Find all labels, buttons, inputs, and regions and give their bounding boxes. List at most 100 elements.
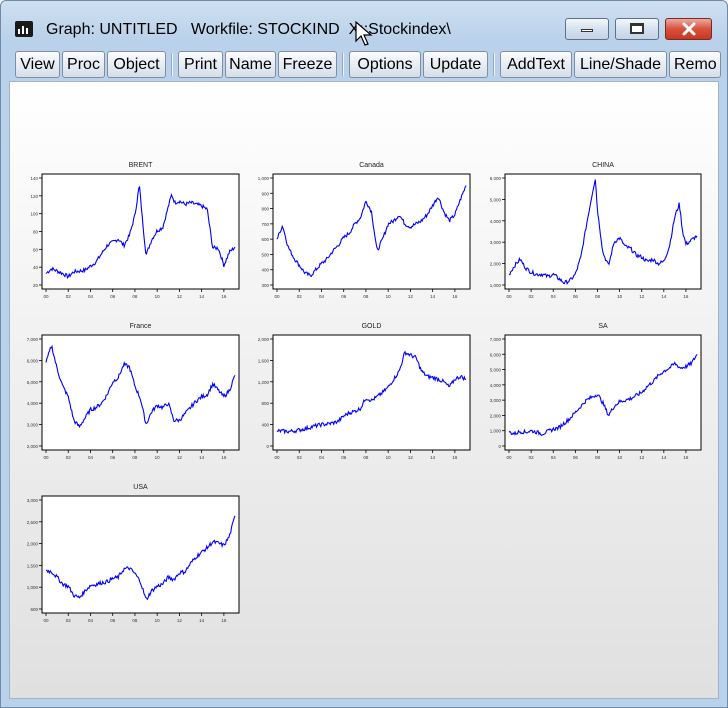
x-tick-label: 02 (66, 294, 72, 299)
y-tick-label: 40 (33, 265, 39, 270)
options-button[interactable]: Options (349, 51, 421, 78)
y-tick-label: 1,000 (258, 176, 270, 181)
series-line (508, 353, 698, 436)
y-tick-label: 5,000 (490, 368, 502, 373)
x-tick-label: 00 (43, 294, 49, 299)
x-tick-label: 04 (319, 455, 325, 460)
y-tick-label: 5,000 (27, 380, 39, 385)
line-shade-button[interactable]: Line/Shade (574, 51, 667, 78)
plot-frame (272, 334, 471, 451)
name-button[interactable]: Name (225, 51, 276, 78)
toolbar-separator (171, 53, 173, 76)
close-icon (682, 22, 696, 36)
x-tick-label: 12 (639, 455, 645, 460)
view-button[interactable]: View (15, 51, 60, 78)
plot-frame (272, 173, 471, 290)
y-tick-label: 7,000 (27, 337, 39, 342)
close-button[interactable] (665, 18, 712, 40)
update-button[interactable]: Update (423, 51, 488, 78)
y-tick-label: 3,000 (490, 240, 502, 245)
x-tick-label: 16 (452, 455, 458, 460)
maximize-button[interactable] (615, 18, 659, 40)
minimize-button[interactable] (565, 18, 609, 40)
y-tick-label: 6,000 (490, 352, 502, 357)
chart-france: France 7,000 6,000 5,000 4,000 3,000 2,000 00 02… (27, 323, 240, 460)
x-tick-label: 00 (274, 294, 280, 299)
x-tick-label: 08 (595, 455, 601, 460)
x-tick-label: 00 (43, 455, 49, 460)
y-tick-label: 2,000 (27, 444, 39, 449)
x-tick-label: 10 (617, 455, 623, 460)
y-tick-label: 700 (261, 222, 269, 227)
y-tick-label: 140 (30, 176, 38, 181)
y-tick-label: 600 (30, 607, 38, 612)
x-tick-label: 16 (221, 455, 227, 460)
x-tick-label: 10 (155, 294, 161, 299)
maximize-icon (630, 23, 644, 34)
graph-canvas[interactable]: BRENT 140 120 100 80 60 40 20 00 02 04 06 08 10 12 14 16… (9, 81, 719, 699)
y-tick-label: 2,000 (490, 262, 502, 267)
x-tick-label: 12 (639, 294, 645, 299)
x-tick-label: 02 (297, 455, 303, 460)
x-tick-label: 16 (221, 294, 227, 299)
graph-bars-icon (15, 21, 33, 37)
y-tick-label: 1,500 (27, 563, 39, 568)
chart-brent: BRENT 140 120 100 80 60 40 20 00 02 04 06 08 10 12 14 16 (30, 162, 240, 299)
x-tick-label: 16 (221, 618, 227, 623)
y-tick-label: 1,000 (490, 429, 502, 434)
title-bar[interactable]: Graph: UNTITLED Workfile: STOCKIND X::St… (1, 1, 727, 45)
y-tick-label: 1,600 (258, 358, 270, 363)
print-button[interactable]: Print (178, 51, 223, 78)
x-tick-label: 16 (683, 455, 689, 460)
x-tick-label: 00 (274, 455, 280, 460)
y-tick-label: 5,000 (490, 197, 502, 202)
y-tick-label: 0 (266, 444, 269, 449)
x-tick-label: 10 (617, 294, 623, 299)
y-tick-label: 900 (261, 191, 269, 196)
y-tick-label: 400 (261, 268, 269, 273)
proc-button[interactable]: Proc (62, 51, 105, 78)
series-line (45, 515, 236, 601)
x-tick-label: 04 (88, 618, 94, 623)
x-tick-label: 14 (661, 294, 667, 299)
x-tick-label: 12 (177, 455, 183, 460)
x-tick-label: 06 (110, 618, 116, 623)
x-tick-label: 04 (88, 294, 94, 299)
toolbar-separator (342, 53, 344, 76)
y-tick-label: 2,500 (27, 520, 39, 525)
x-tick-label: 04 (551, 455, 557, 460)
x-tick-label: 06 (573, 294, 579, 299)
plot-frame (504, 173, 702, 290)
x-tick-label: 02 (529, 455, 535, 460)
y-tick-label: 4,000 (27, 401, 39, 406)
freeze-button[interactable]: Freeze (278, 51, 337, 78)
x-tick-label: 06 (341, 455, 347, 460)
series-line (508, 179, 698, 286)
y-tick-label: 100 (30, 212, 38, 217)
object-button[interactable]: Object (107, 51, 166, 78)
x-tick-label: 16 (683, 294, 689, 299)
chart-title: BRENT (129, 162, 153, 169)
x-tick-label: 04 (551, 294, 557, 299)
chart-title: USA (133, 484, 148, 491)
x-tick-label: 08 (132, 618, 138, 623)
addtext-button[interactable]: AddText (500, 51, 572, 78)
remove-button[interactable]: Remo (669, 51, 721, 78)
x-tick-label: 02 (66, 618, 72, 623)
toolbar-separator (493, 53, 495, 76)
y-tick-label: 2,000 (490, 413, 502, 418)
y-tick-label: 500 (261, 252, 269, 257)
x-tick-label: 04 (88, 455, 94, 460)
y-tick-label: 2,000 (27, 542, 39, 547)
plot-frame (41, 334, 240, 451)
y-tick-label: 60 (33, 247, 39, 252)
y-tick-label: 4,000 (490, 219, 502, 224)
series-line (276, 185, 467, 277)
x-tick-label: 00 (506, 455, 512, 460)
plot-frame (504, 334, 702, 451)
x-tick-label: 10 (386, 294, 392, 299)
x-tick-label: 02 (529, 294, 535, 299)
y-tick-label: 3,000 (490, 398, 502, 403)
